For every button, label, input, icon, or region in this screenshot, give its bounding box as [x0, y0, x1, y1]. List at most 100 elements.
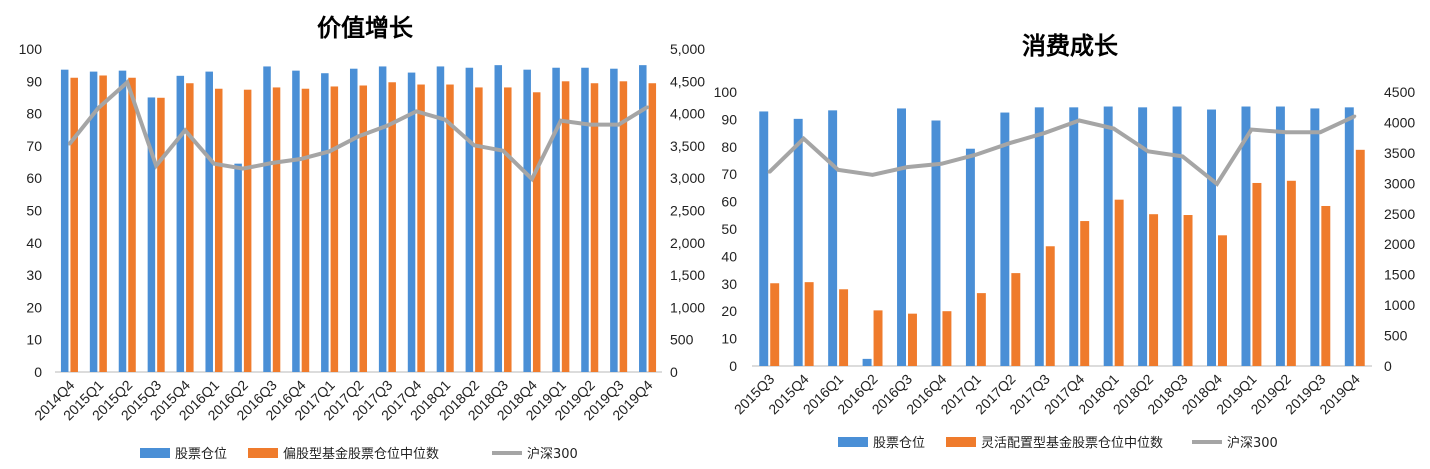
line-point [1284, 130, 1288, 134]
bar-stock [147, 97, 156, 372]
bar-stock [759, 111, 769, 366]
line-point [183, 128, 187, 132]
y-tick-label: 90 [721, 111, 737, 127]
bar-fund [128, 77, 136, 372]
bar-fund [590, 83, 599, 372]
bar-fund [214, 88, 223, 372]
bar-stock [1275, 106, 1285, 366]
y2-tick-label: 3,500 [670, 138, 705, 154]
legend-label: 灵活配置型基金股票仓位中位数 [981, 435, 1163, 451]
y2-tick-label: 3,000 [670, 170, 705, 186]
y-tick-label: 80 [26, 106, 42, 122]
bar-stock [234, 163, 242, 372]
y2-tick-label: 500 [1384, 328, 1408, 344]
bar-fund [1252, 182, 1262, 366]
bar-stock [494, 65, 503, 373]
bar-stock [407, 72, 416, 372]
line-point [1215, 182, 1219, 186]
line-point [96, 106, 100, 110]
bar-stock [552, 67, 560, 372]
legend-label: 沪深300 [527, 446, 578, 462]
bar-stock [60, 69, 69, 372]
bar-stock [1241, 106, 1251, 366]
line-point [1353, 114, 1357, 118]
bar-fund [532, 92, 541, 373]
y-tick-label: 60 [721, 194, 737, 210]
y-tick-label: 70 [26, 138, 42, 154]
y-tick-label: 40 [721, 248, 737, 264]
y-tick-label: 0 [729, 358, 737, 374]
line-point [328, 149, 332, 153]
y2-tick-label: 1,500 [670, 267, 705, 283]
y-tick-label: 80 [721, 139, 737, 155]
bar-stock [176, 75, 185, 373]
bar-fund [301, 88, 310, 372]
bar-stock [263, 66, 271, 372]
legend-swatch [946, 437, 976, 447]
legend-label: 股票仓位 [175, 447, 227, 462]
bar-fund [976, 293, 986, 366]
y-tick-label: 30 [721, 276, 737, 292]
bar-stock [523, 69, 531, 372]
y2-tick-label: 5,000 [670, 41, 705, 57]
y2-tick-label: 1,000 [670, 299, 705, 315]
bar-fund [942, 311, 952, 366]
bar-stock [862, 358, 872, 366]
bar-fund [1114, 199, 1124, 366]
bar-stock [1207, 109, 1216, 366]
bar-stock [1138, 107, 1148, 367]
bar-fund [70, 77, 78, 372]
y-tick-label: 10 [26, 332, 42, 348]
line-point [1146, 149, 1150, 153]
line-point [802, 137, 806, 141]
line-point [767, 170, 771, 174]
bar-fund [619, 81, 628, 373]
bar-fund [561, 81, 570, 373]
bar-stock [465, 67, 474, 372]
y2-tick-label: 1500 [1384, 267, 1415, 283]
bar-stock [292, 70, 300, 373]
line-point [1181, 154, 1185, 158]
line-point [871, 173, 875, 177]
legend-swatch [248, 448, 278, 458]
bar-stock [118, 70, 127, 373]
y2-tick-label: 2,000 [670, 235, 705, 251]
bar-fund [1149, 214, 1159, 366]
bar-fund [839, 289, 849, 366]
y-tick-label: 30 [26, 267, 42, 283]
y2-tick-label: 1000 [1384, 297, 1415, 313]
bar-fund [1080, 221, 1090, 366]
y2-tick-label: 4,500 [670, 73, 705, 89]
bar-fund [770, 283, 780, 366]
bar-stock [897, 108, 906, 366]
bar-stock [581, 67, 589, 372]
legend-label: 沪深300 [1227, 435, 1278, 451]
legend-label: 股票仓位 [873, 436, 925, 451]
bar-stock [1172, 106, 1182, 366]
line-index [767, 114, 1356, 187]
y2-tick-label: 3000 [1384, 175, 1415, 191]
line-point [414, 109, 418, 113]
bar-fund [1286, 180, 1296, 366]
y2-tick-label: 0 [1384, 358, 1392, 374]
bar-stock [828, 110, 838, 366]
y2-tick-label: 4000 [1384, 114, 1415, 130]
bar-fund [272, 87, 281, 372]
bar-stock [321, 73, 329, 372]
chart-title: 价值增长 [317, 13, 414, 42]
line-point [559, 119, 563, 123]
bar-stock [1310, 108, 1320, 366]
bar-fund [99, 75, 107, 373]
bar-stock [89, 71, 98, 373]
y-tick-label: 10 [721, 331, 737, 347]
y-tick-label: 100 [714, 84, 738, 100]
line-point [974, 153, 978, 157]
bar-stock [349, 68, 358, 372]
bar-stock [1103, 106, 1113, 366]
bar-fund [330, 86, 339, 372]
line-point [617, 123, 621, 127]
y2-tick-label: 3500 [1384, 145, 1415, 161]
bar-fund [504, 87, 512, 372]
bar-stock [205, 71, 213, 373]
